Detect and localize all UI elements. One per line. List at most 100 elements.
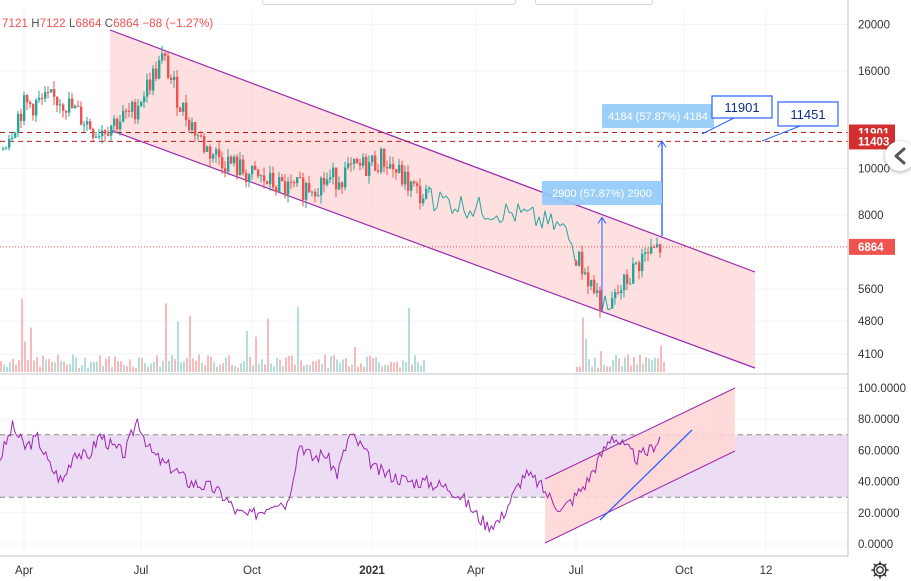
collapse-panel-button[interactable] [885,141,911,171]
volume-bar [600,351,602,372]
volume-bar [141,357,143,372]
candle-body [311,191,314,193]
volume-bar [267,318,269,372]
volume-bar [414,355,416,372]
volume-bar [255,336,257,372]
low-value: 6864 [75,18,102,30]
volume-bar [405,361,407,372]
candle-body [371,155,374,163]
candle-body [14,132,17,138]
rsi-channel-lower [544,450,736,544]
volume-bar [129,359,131,372]
volume-bar [357,366,359,372]
open-value: 7121 [2,18,28,30]
candle-body [83,124,86,126]
candle-body [611,298,614,309]
price-line-segment [442,195,447,199]
volume-bar [297,307,299,372]
candle-body [587,272,590,287]
price-line-segment [448,199,453,214]
interval-field[interactable] [535,0,653,5]
volume-bar [336,359,338,372]
candle-body [335,167,338,190]
volume-bar [222,363,224,372]
volume-bar [147,366,149,372]
candle-body [323,178,326,185]
volume-bar [12,358,14,372]
gear-icon[interactable] [870,560,890,580]
candle-body [134,101,137,120]
volume-bar [72,354,74,372]
volume-bar [33,360,35,372]
volume-bar [168,361,170,372]
price-tick-label: 10000 [858,164,890,176]
candle-body [374,155,377,171]
candle-body [206,146,209,152]
candle-body [185,102,188,121]
candle-body [392,164,395,170]
volume-bar [114,356,116,372]
price-line-segment [520,208,525,213]
volume-bar [579,366,581,372]
candle-body [155,68,158,79]
volume-bar [39,366,41,372]
candle-body [47,92,50,94]
volume-bar [648,358,650,372]
volume-bar [624,357,626,372]
candle-body [68,98,71,113]
price-line-segment [454,208,459,213]
volume-bar [273,366,275,372]
candle-body [290,181,293,183]
volume-bar [294,364,296,372]
volume-bar [585,338,587,372]
volume-bar [0,361,2,372]
candle-body [356,159,359,163]
candle-body [275,187,278,193]
candle-body [326,179,329,185]
symbol-search-field[interactable] [262,0,516,5]
volume-bar [360,363,362,372]
volume-bar [618,358,620,372]
volume-bar [333,355,335,372]
volume-bar [219,364,221,372]
price-line-segment [466,210,471,219]
volume-bar [321,363,323,372]
time-tick-label: Apr [15,565,33,577]
price-line-segment [481,213,486,220]
candle-body [38,97,41,100]
candle-body [629,283,632,285]
volume-bar [36,357,38,372]
price-tick-label: 16000 [858,66,890,78]
volume-bar [3,364,5,372]
candle-body [197,135,200,137]
volume-bar [384,364,386,372]
volume-bar [270,363,272,372]
volume-bar [156,355,158,372]
price-line-segment [499,219,504,224]
candle-body [95,136,98,138]
candle-body [314,191,317,197]
volume-bar [657,358,659,372]
price-line-segment [496,215,501,224]
price-line-segment [439,191,444,199]
candle-body [86,121,89,125]
volume-bar [189,315,191,372]
price-badge-label: 6864 [858,242,884,254]
time-tick-label: 2021 [359,565,385,577]
candle-body [299,177,302,179]
candle-body [17,113,20,133]
volume-bar [21,298,23,372]
price-line-segment [532,206,537,226]
candle-body [296,177,299,184]
price-line-segment [562,223,567,228]
price-line-segment [535,216,540,226]
volume-bar [102,365,104,372]
volume-bar [69,364,71,372]
volume-bar [42,355,44,372]
volume-bar [207,355,209,372]
price-line-segment [550,213,555,230]
candle-body [233,156,236,164]
candle-body [101,130,104,137]
price-line-segment [472,207,477,217]
